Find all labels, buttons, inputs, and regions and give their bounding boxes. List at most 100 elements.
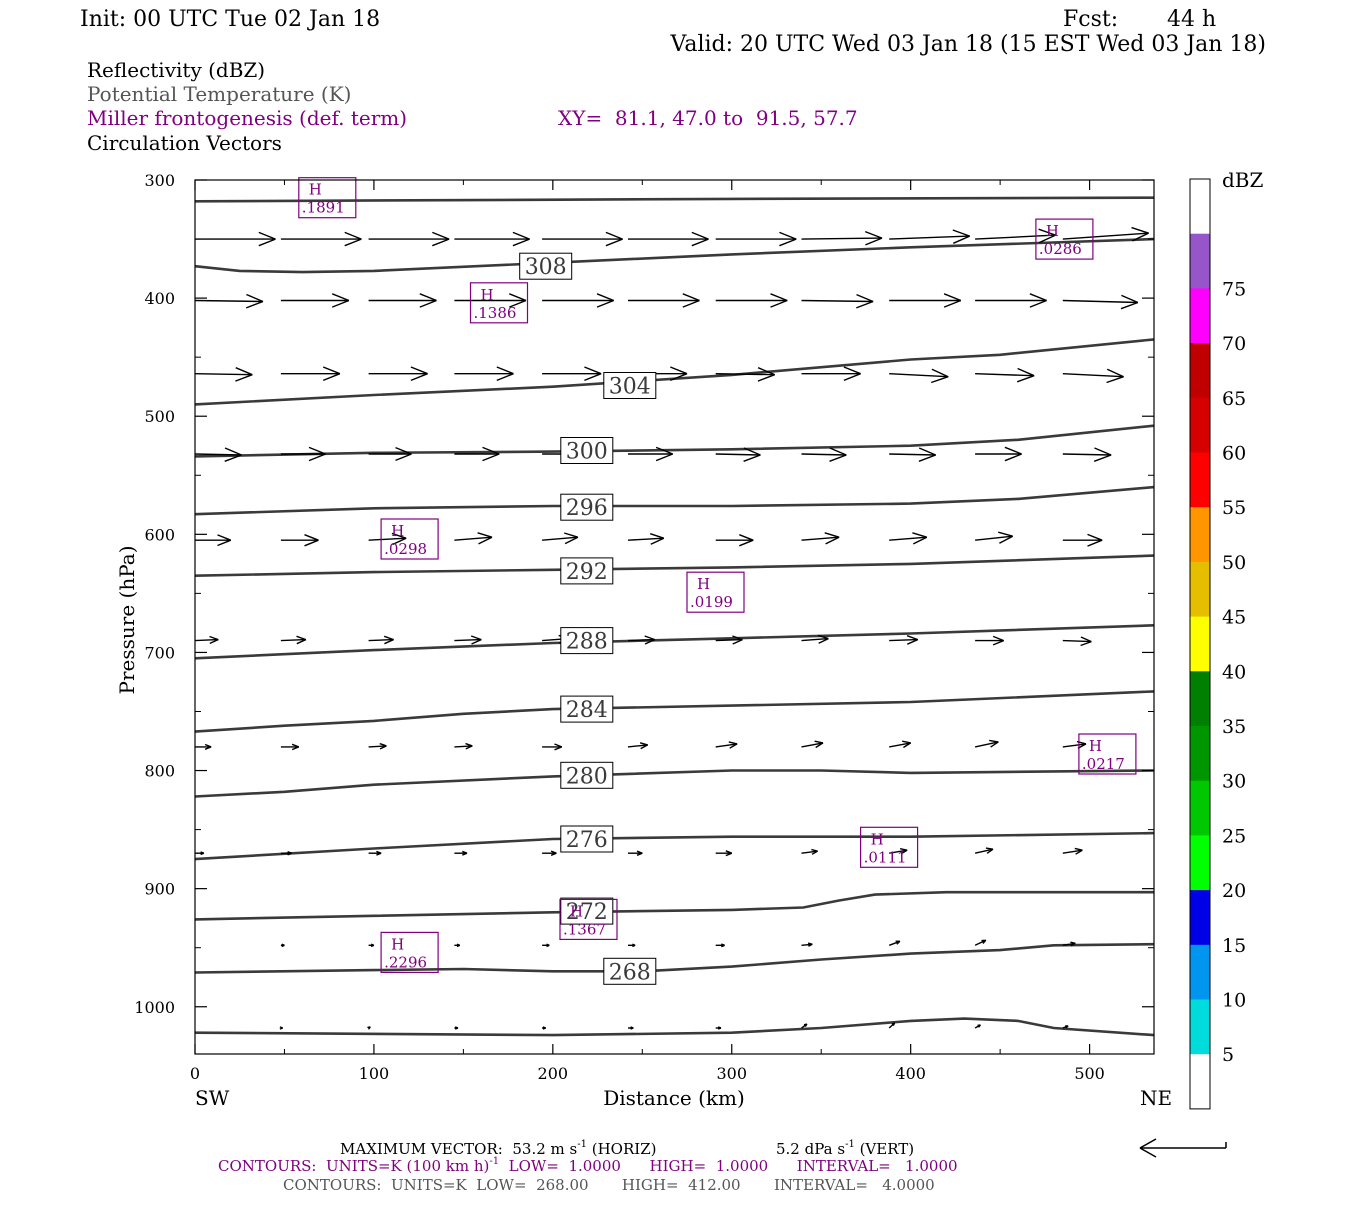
vector-head: [432, 232, 449, 239]
vector-head: [844, 367, 861, 374]
circulation-vector: [628, 851, 642, 855]
footer-contours-frontogenesis: CONTOURS: UNITS=K (100 km h)-1 LOW= 1.00…: [218, 1156, 958, 1175]
circulation-vector: [716, 1027, 721, 1029]
circulation-vector: [889, 741, 911, 747]
colorbar-segment: [1190, 671, 1210, 726]
y-tick-label: 1000: [134, 998, 175, 1017]
circulation-vector: [889, 448, 936, 461]
colorbar-segment: [1190, 890, 1210, 945]
circulation-vector: [195, 535, 231, 546]
theta-label: 304: [604, 373, 656, 400]
circulation-vector: [889, 941, 900, 945]
frontogenesis-max: H.1891: [299, 178, 356, 218]
vector-head: [1005, 454, 1022, 461]
vector-head: [811, 850, 817, 852]
vector-head: [902, 741, 911, 743]
theta-contour-276: [195, 833, 1154, 859]
circulation-vector: [369, 294, 437, 307]
frontogenesis-max: H.0111: [861, 827, 918, 867]
circulation-vector: [454, 1027, 458, 1029]
circulation-vector: [802, 741, 824, 747]
circulation-vector: [802, 1024, 807, 1028]
frontogenesis-max: H.2296: [381, 932, 438, 972]
vector-shaft: [1063, 641, 1092, 642]
vector-head: [411, 374, 428, 381]
circulation-vector: [280, 1027, 283, 1029]
vector-head: [998, 532, 1013, 536]
circulation-vector: [454, 367, 513, 380]
vector-shaft: [975, 374, 1034, 376]
circulation-vector: [281, 744, 299, 749]
vector-head: [645, 636, 655, 640]
circulation-vector: [542, 744, 562, 750]
circulation-vector: [975, 940, 986, 945]
circulation-vector: [195, 295, 263, 308]
y-tick-label: 300: [144, 171, 175, 190]
vector-head: [739, 540, 753, 546]
theta-label-text: 268: [609, 960, 651, 985]
colorbar-segment: [1190, 398, 1210, 453]
circulation-vector: [802, 533, 840, 544]
vector-head: [692, 232, 709, 239]
circulation-vector: [454, 744, 472, 749]
vert-vector-exponent: -1: [845, 1139, 855, 1150]
circulation-vector: [1063, 742, 1086, 749]
circulation-vector: [369, 232, 450, 245]
y-tick-label: 500: [144, 407, 175, 426]
colorbar-unit: dBZ: [1222, 168, 1264, 192]
vector-shaft: [369, 640, 394, 641]
frontogenesis-max-value: .0286: [1039, 240, 1082, 258]
vector-head: [497, 374, 514, 381]
colorbar-label: 55: [1222, 497, 1246, 519]
circulation-vector: [195, 448, 242, 461]
circulation-vector: [975, 1025, 980, 1028]
vector-head: [236, 368, 253, 375]
colorbar-label: 60: [1222, 443, 1246, 465]
vector-head: [1005, 447, 1022, 454]
vector-head: [944, 294, 961, 301]
vector-head: [497, 367, 514, 374]
colorbar-segment: [1190, 343, 1210, 398]
cross-section-endpoints: XY= 81.1, 47.0 to 91.5, 57.7: [558, 106, 858, 130]
colorbar-label: 50: [1222, 552, 1246, 574]
colorbar-label: 30: [1222, 771, 1246, 793]
colorbar-segment: [1190, 234, 1210, 289]
circulation-vector: [1063, 637, 1092, 646]
vector-head: [345, 239, 362, 246]
vector-head: [865, 232, 882, 239]
circulation-vector: [542, 851, 556, 855]
circulation-vector: [1063, 295, 1138, 308]
frontogenesis-max-value: .0111: [864, 848, 907, 866]
max-vector-exponent: -1: [577, 1139, 587, 1150]
vector-shaft: [628, 640, 655, 641]
circulation-vector: [975, 532, 1013, 543]
theta-label-text: 304: [609, 375, 651, 400]
circulation-vector: [542, 232, 623, 245]
theta-label: 300: [561, 438, 613, 465]
frontogenesis-max-label: H: [697, 575, 710, 593]
vector-head: [779, 232, 796, 239]
vector-head: [606, 232, 623, 239]
circulation-vector: [802, 232, 883, 245]
reference-vector-arrow: [1140, 1139, 1226, 1157]
vector-head: [478, 533, 492, 537]
circulation-vector: [628, 294, 700, 307]
vector-head: [1132, 228, 1149, 234]
vector-head: [471, 636, 481, 640]
circulation-vector: [542, 944, 549, 946]
vector-shaft: [889, 454, 936, 455]
vector-head: [509, 294, 526, 301]
circulation-vector: [369, 367, 428, 380]
vector-head: [597, 294, 614, 301]
vector-shaft: [195, 301, 263, 302]
circulation-vector: [281, 535, 319, 546]
circulation-vector: [281, 636, 306, 643]
vector-head: [323, 367, 340, 374]
y-tick-label: 600: [144, 525, 175, 544]
vector-head: [729, 742, 737, 744]
vector-head: [830, 448, 847, 455]
circulation-vectors: [195, 228, 1149, 1030]
